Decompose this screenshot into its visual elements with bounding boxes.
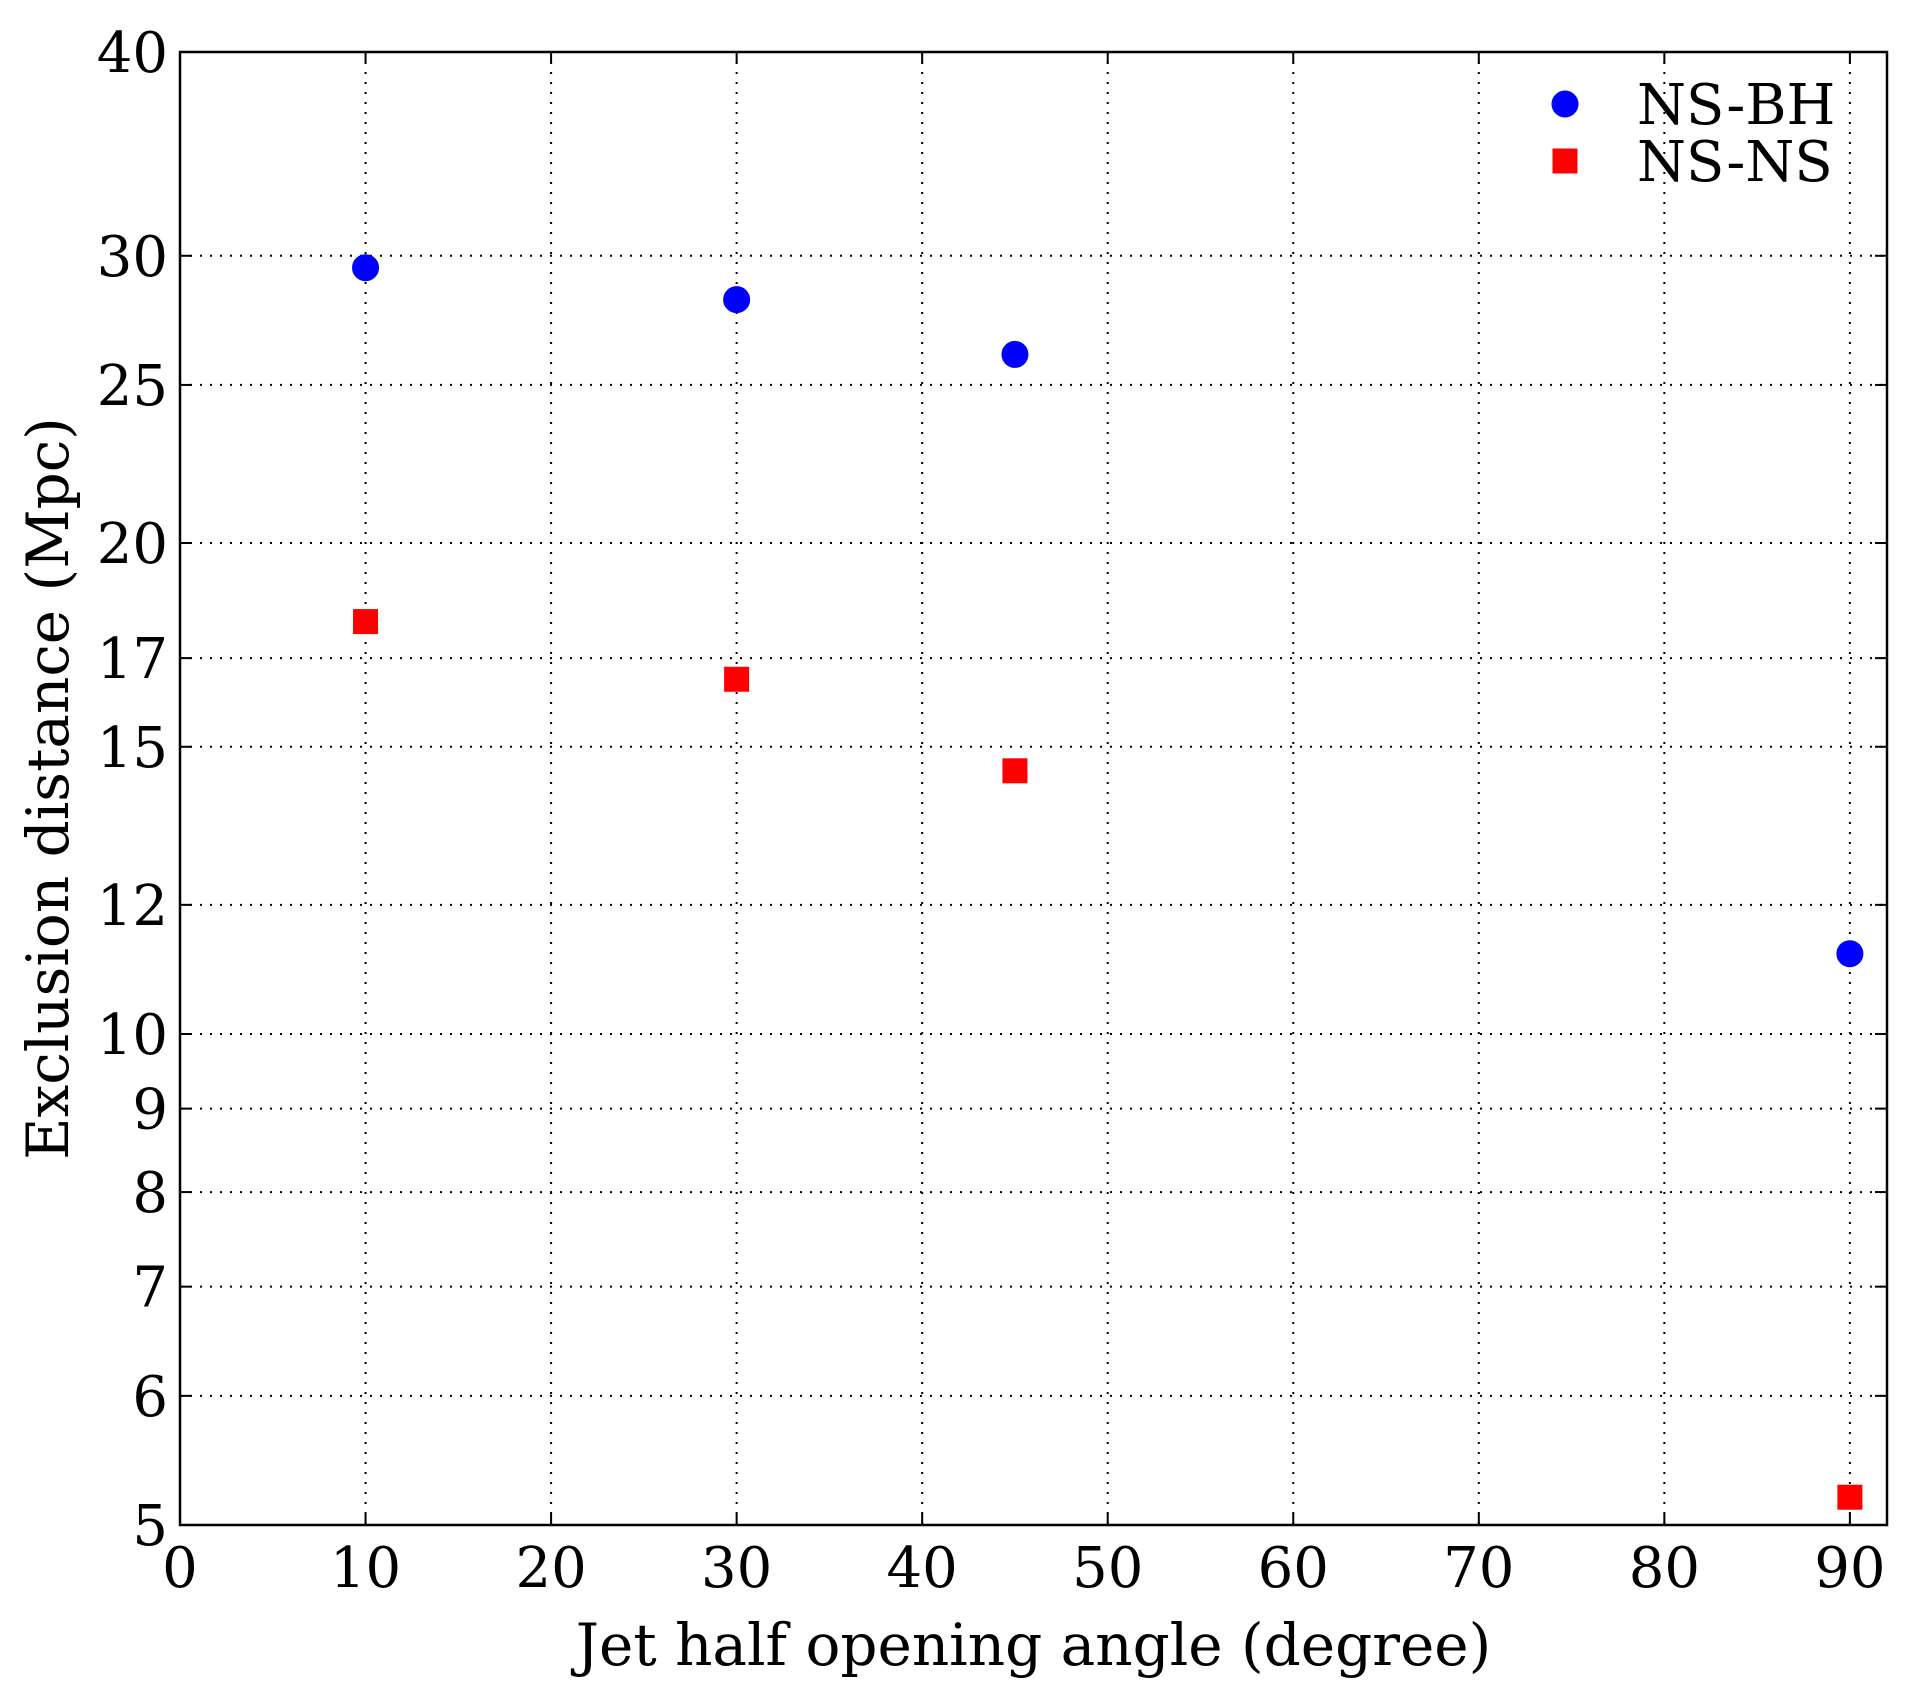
y-tick-label: 40 <box>97 21 168 86</box>
legend-marker-ns-ns <box>1552 148 1578 174</box>
legend-item-ns-bh: NS-BH <box>1551 73 1835 138</box>
data-point-ns-ns <box>1002 758 1028 784</box>
legend-label-ns-ns: NS-NS <box>1637 130 1833 195</box>
y-tick-label: 6 <box>132 1365 168 1430</box>
y-tick-label: 15 <box>97 716 168 781</box>
x-tick-label: 0 <box>162 1536 198 1601</box>
legend-marker-ns-bh <box>1551 90 1579 118</box>
data-point-ns-bh <box>352 254 380 282</box>
data-point-ns-bh <box>1836 940 1864 968</box>
data-point-ns-ns <box>724 666 750 692</box>
y-tick-label: 5 <box>132 1494 168 1559</box>
y-tick-label: 17 <box>97 627 168 692</box>
x-tick-label: 80 <box>1629 1536 1700 1601</box>
marker-layer <box>352 254 1864 1510</box>
data-point-ns-bh <box>723 286 751 314</box>
y-tick-label: 10 <box>97 1003 168 1068</box>
x-tick-label: 90 <box>1814 1536 1885 1601</box>
x-tick-label: 20 <box>515 1536 586 1601</box>
x-tick-label: 50 <box>1072 1536 1143 1601</box>
legend-label-ns-bh: NS-BH <box>1637 73 1835 138</box>
y-tick-label: 7 <box>132 1256 168 1321</box>
y-tick-label: 20 <box>97 512 168 577</box>
legend-item-ns-ns: NS-NS <box>1552 130 1833 195</box>
y-tick-label: 12 <box>97 874 168 939</box>
plot-frame <box>178 50 1889 1527</box>
y-tick-label: 8 <box>132 1161 168 1226</box>
y-tick-label: 30 <box>97 225 168 290</box>
x-tick-label: 30 <box>701 1536 772 1601</box>
tick-label-layer: 0 10 20 30 40 50 60 70 80 90 5 6 7 8 9 10 12 15 17 20 25 30 40 <box>97 21 1886 1601</box>
y-tick-label: 25 <box>97 354 168 419</box>
tick-layer <box>179 51 1887 1526</box>
y-axis-title: Exclusion distance (Mpc) <box>14 417 82 1160</box>
data-point-ns-bh <box>1001 340 1029 368</box>
data-point-ns-ns <box>353 609 379 635</box>
x-axis-title: Jet half opening angle (degree) <box>571 1611 1491 1679</box>
x-tick-label: 60 <box>1258 1536 1329 1601</box>
x-tick-label: 40 <box>887 1536 958 1601</box>
y-tick-label: 9 <box>132 1078 168 1143</box>
x-tick-label: 10 <box>330 1536 401 1601</box>
data-point-ns-ns <box>1837 1484 1863 1510</box>
x-tick-label: 70 <box>1443 1536 1514 1601</box>
